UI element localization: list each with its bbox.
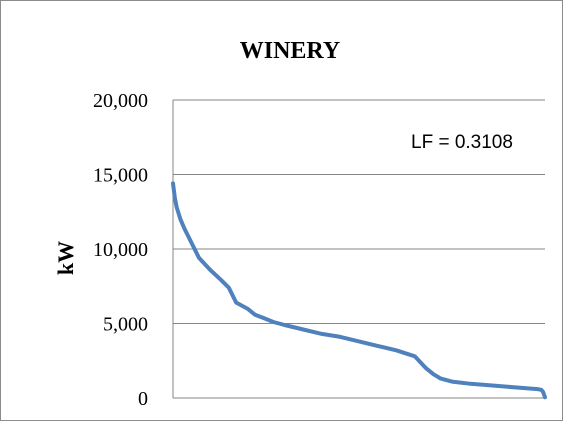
load-factor-annotation: LF = 0.3108 <box>411 132 513 153</box>
y-tick-label: 20,000 <box>93 90 148 112</box>
chart-title: WINERY <box>240 38 341 64</box>
gridlines <box>173 99 545 399</box>
series-line <box>171 181 547 400</box>
y-tick-labels: 20,000 15,000 10,000 5,000 0 <box>93 90 148 410</box>
y-tick-label: 10,000 <box>93 239 148 261</box>
y-tick-label: 0 <box>138 388 148 410</box>
y-tick-label: 15,000 <box>93 165 148 187</box>
y-tick-label: 5,000 <box>103 314 148 336</box>
y-axis-label: kW <box>53 241 78 275</box>
